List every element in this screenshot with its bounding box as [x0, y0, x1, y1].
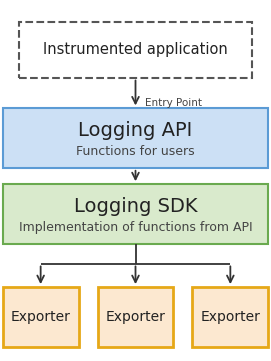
Text: Exporter: Exporter: [11, 310, 70, 324]
FancyBboxPatch shape: [98, 287, 173, 347]
FancyBboxPatch shape: [19, 22, 252, 78]
FancyBboxPatch shape: [192, 287, 268, 347]
FancyBboxPatch shape: [3, 108, 268, 168]
Text: Exporter: Exporter: [106, 310, 165, 324]
Text: Functions for users: Functions for users: [76, 145, 195, 158]
Text: Logging API: Logging API: [78, 121, 193, 140]
FancyBboxPatch shape: [3, 287, 79, 347]
Text: Logging SDK: Logging SDK: [74, 197, 197, 216]
Text: Instrumented application: Instrumented application: [43, 42, 228, 57]
Text: Entry Point: Entry Point: [145, 98, 202, 108]
Text: Implementation of functions from API: Implementation of functions from API: [19, 221, 252, 234]
Text: Exporter: Exporter: [201, 310, 260, 324]
FancyBboxPatch shape: [3, 184, 268, 244]
